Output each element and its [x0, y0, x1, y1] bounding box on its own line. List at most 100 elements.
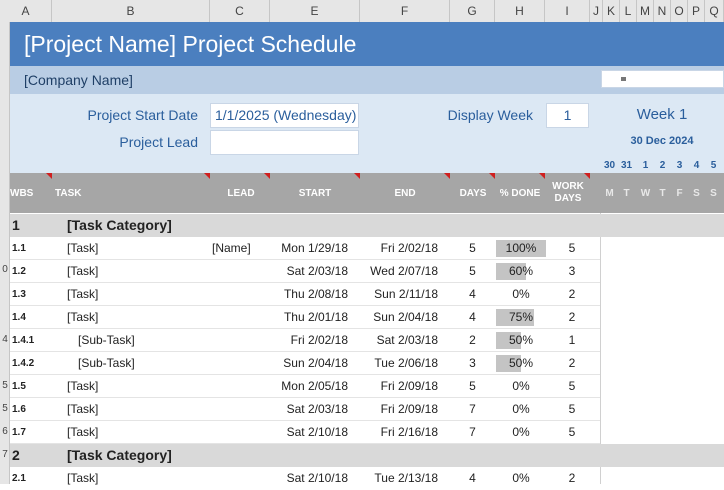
row-days[interactable]: 4 [469, 471, 476, 485]
row-task[interactable]: [Task] [67, 241, 99, 255]
progress-cell[interactable]: 0% [496, 470, 546, 487]
display-week-input[interactable]: 1 [546, 103, 589, 128]
row-days[interactable]: 5 [469, 264, 476, 278]
row-work-days[interactable]: 3 [568, 264, 576, 278]
row-task[interactable]: [Task] [67, 471, 99, 485]
progress-cell[interactable]: 0% [496, 378, 546, 395]
row-wbs[interactable]: 1.6 [12, 404, 26, 415]
column-header-b[interactable]: B [52, 0, 210, 22]
row-work-days[interactable]: 5 [568, 379, 576, 393]
column-header-j[interactable]: J [590, 0, 603, 22]
task-row[interactable]: 1.6 [Task] Sat 2/03/18 Fri 2/09/18 7 0% … [10, 398, 724, 421]
row-number[interactable]: 6 [2, 426, 8, 437]
row-days[interactable]: 7 [469, 425, 476, 439]
row-task[interactable]: [Task] [67, 425, 99, 439]
row-work-days[interactable]: 5 [568, 241, 576, 255]
category-row[interactable]: 1 [Task Category] [10, 214, 724, 237]
row-work-days[interactable]: 2 [568, 310, 576, 324]
row-days[interactable]: 4 [469, 310, 476, 324]
task-row[interactable]: 1.4 [Task] Thu 2/01/18 Sun 2/04/18 4 75%… [10, 306, 724, 329]
row-lead[interactable]: [Name] [212, 241, 251, 255]
row-task[interactable]: [Task] [67, 287, 99, 301]
progress-cell[interactable]: 0% [496, 401, 546, 418]
row-end[interactable]: Fri 2/16/18 [380, 425, 438, 439]
row-start[interactable]: Sun 2/04/18 [283, 356, 348, 370]
row-start[interactable]: Thu 2/01/18 [283, 310, 348, 324]
row-number[interactable]: 0 [2, 264, 8, 275]
column-header-i[interactable]: I [545, 0, 590, 22]
task-row[interactable]: 1.7 [Task] Sat 2/10/18 Fri 2/16/18 7 0% … [10, 421, 724, 444]
row-task[interactable]: [Task Category] [67, 217, 172, 233]
row-task[interactable]: [Task] [67, 379, 99, 393]
scroll-bar-control[interactable] [601, 70, 724, 88]
row-task[interactable]: [Task] [67, 264, 99, 278]
progress-cell[interactable]: 0% [496, 286, 546, 303]
progress-cell[interactable]: 75% [496, 309, 546, 326]
row-number[interactable]: 7 [2, 449, 8, 460]
row-wbs[interactable]: 2 [12, 447, 20, 463]
row-wbs[interactable]: 1.4 [12, 312, 26, 323]
row-end[interactable]: Tue 2/06/18 [374, 356, 438, 370]
row-wbs[interactable]: 1.4.2 [12, 358, 35, 369]
column-header-f[interactable]: F [360, 0, 450, 22]
row-days[interactable]: 3 [469, 356, 476, 370]
row-start[interactable]: Sat 2/10/18 [286, 425, 348, 439]
row-work-days[interactable]: 2 [568, 471, 576, 485]
row-work-days[interactable]: 1 [568, 333, 576, 347]
row-wbs[interactable]: 1.2 [12, 266, 26, 277]
comment-indicator-icon[interactable] [444, 173, 450, 179]
row-wbs[interactable]: 1.4.1 [12, 335, 35, 346]
row-start[interactable]: Mon 1/29/18 [281, 241, 348, 255]
row-work-days[interactable]: 5 [568, 402, 576, 416]
gantt-timeline-area[interactable] [600, 213, 724, 484]
comment-indicator-icon[interactable] [539, 173, 545, 179]
row-wbs[interactable]: 1.3 [12, 289, 26, 300]
progress-cell[interactable]: 50% [496, 355, 546, 372]
project-title[interactable]: [Project Name] Project Schedule [10, 22, 600, 66]
category-row[interactable]: 2 [Task Category] [10, 444, 724, 467]
row-end[interactable]: Sat 2/03/18 [376, 333, 438, 347]
column-header-n[interactable]: N [654, 0, 671, 22]
comment-indicator-icon[interactable] [46, 173, 52, 179]
task-row[interactable]: 1.2 [Task] Sat 2/03/18 Wed 2/07/18 5 60%… [10, 260, 724, 283]
row-start[interactable]: Sat 2/03/18 [286, 264, 348, 278]
project-lead-input[interactable] [210, 130, 359, 155]
row-wbs[interactable]: 1.1 [12, 243, 26, 254]
row-end[interactable]: Sun 2/11/18 [374, 287, 438, 301]
subtask-row[interactable]: 1.4.2 [Sub-Task] Sun 2/04/18 Tue 2/06/18… [10, 352, 724, 375]
scroll-thumb-icon[interactable] [621, 77, 626, 81]
row-end[interactable]: Fri 2/09/18 [380, 379, 438, 393]
row-start[interactable]: Mon 2/05/18 [281, 379, 348, 393]
progress-cell[interactable]: 100% [496, 240, 546, 257]
row-wbs[interactable]: 1.5 [12, 381, 26, 392]
row-days[interactable]: 5 [469, 379, 476, 393]
row-wbs[interactable]: 1 [12, 217, 20, 233]
row-start[interactable]: Sat 2/03/18 [286, 402, 348, 416]
task-row[interactable]: 2.1 [Task] Sat 2/10/18 Tue 2/13/18 4 0% … [10, 467, 724, 490]
row-number[interactable]: 4 [2, 334, 8, 345]
comment-indicator-icon[interactable] [264, 173, 270, 179]
company-name[interactable]: [Company Name] [10, 66, 600, 94]
row-work-days[interactable]: 2 [568, 356, 576, 370]
row-end[interactable]: Fri 2/09/18 [380, 402, 438, 416]
project-start-input[interactable]: 1/1/2025 (Wednesday) [210, 103, 359, 128]
row-days[interactable]: 2 [469, 333, 476, 347]
column-header-q[interactable]: Q [705, 0, 724, 22]
progress-cell[interactable]: 0% [496, 424, 546, 441]
row-task[interactable]: [Sub-Task] [78, 333, 135, 347]
comment-indicator-icon[interactable] [489, 173, 495, 179]
task-row[interactable]: 1.3 [Task] Thu 2/08/18 Sun 2/11/18 4 0% … [10, 283, 724, 306]
row-days[interactable]: 5 [469, 241, 476, 255]
column-header-l[interactable]: L [620, 0, 637, 22]
row-task[interactable]: [Task Category] [67, 447, 172, 463]
comment-indicator-icon[interactable] [354, 173, 360, 179]
row-end[interactable]: Sun 2/04/18 [373, 310, 438, 324]
task-row[interactable]: 1.1 [Task] [Name] Mon 1/29/18 Fri 2/02/1… [10, 237, 724, 260]
column-header-c[interactable]: C [210, 0, 270, 22]
comment-indicator-icon[interactable] [204, 173, 210, 179]
row-end[interactable]: Wed 2/07/18 [370, 264, 438, 278]
row-days[interactable]: 4 [469, 287, 476, 301]
row-start[interactable]: Thu 2/08/18 [283, 287, 348, 301]
row-end[interactable]: Tue 2/13/18 [374, 471, 438, 485]
column-header-g[interactable]: G [450, 0, 495, 22]
